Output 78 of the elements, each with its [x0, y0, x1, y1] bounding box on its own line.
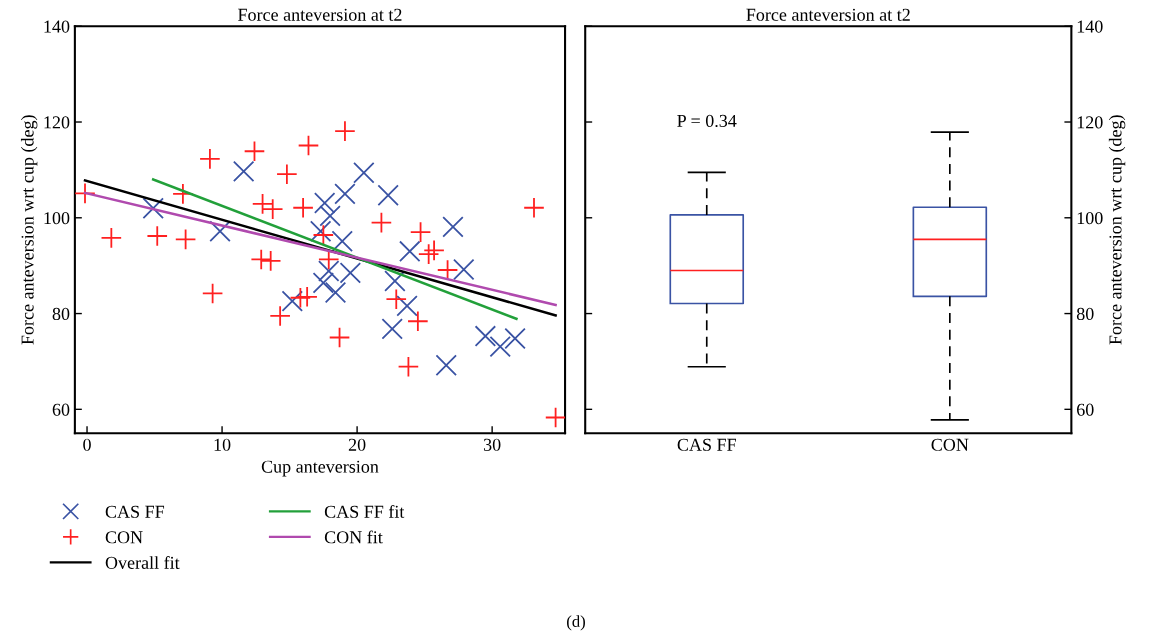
text: (d): [567, 615, 585, 631]
y-tick-label: 140: [1077, 20, 1103, 33]
y-axis-title: Force anteversion wrt cup (deg): [20, 115, 38, 345]
point: [474, 325, 497, 347]
point: [319, 205, 341, 227]
chart-title: Force anteversion at t2: [238, 8, 402, 21]
x-tick-label: CON: [931, 438, 969, 451]
point: [353, 162, 375, 184]
x-tick-label: 10: [214, 438, 231, 451]
point: [269, 305, 291, 327]
y-tick-label: 80: [52, 307, 70, 320]
point: [407, 310, 429, 332]
point: [396, 295, 418, 317]
point: [381, 318, 403, 340]
point: [334, 120, 356, 142]
x-tick-label: 20: [348, 438, 366, 451]
point: [261, 198, 284, 220]
point: [74, 182, 96, 205]
point: [397, 355, 420, 378]
point: [436, 259, 459, 281]
point: [250, 248, 272, 271]
point: [523, 197, 545, 219]
point: [442, 216, 464, 238]
point: [453, 258, 475, 281]
x-tick-label: CAS FF: [677, 438, 736, 451]
point: [334, 183, 356, 205]
y-axis-title: Force anteversion wrt cup (deg): [1108, 115, 1126, 345]
point: [281, 290, 304, 312]
point: [423, 239, 445, 262]
point: [417, 243, 440, 265]
point: [504, 327, 526, 350]
point: [377, 184, 399, 207]
point: [199, 148, 221, 170]
y-tick-label: 120: [44, 116, 70, 129]
y-tick-label: 140: [44, 20, 70, 33]
y-tick-label: 60: [1077, 403, 1094, 416]
x-tick-label: 0: [83, 438, 91, 451]
point: [251, 193, 274, 215]
point: [142, 197, 164, 219]
point: [385, 288, 407, 310]
point: [292, 197, 314, 219]
y-tick-label: 120: [1077, 116, 1103, 129]
y-tick-label: 60: [52, 403, 70, 416]
point: [331, 230, 353, 252]
point: [297, 134, 320, 157]
point: [259, 250, 282, 272]
point: [201, 282, 224, 305]
point: [174, 228, 197, 251]
point: [489, 335, 511, 358]
legend-label: CON fit: [324, 530, 383, 544]
point: [370, 211, 393, 234]
point: [100, 227, 123, 249]
point: [544, 406, 566, 429]
x-tick-label: 30: [483, 438, 501, 451]
point: [435, 354, 457, 377]
point: [232, 160, 255, 183]
point: [289, 287, 312, 309]
x-axis-title: Cup anteversion: [261, 460, 379, 477]
legend-label: CAS FF fit: [324, 504, 405, 518]
point: [324, 281, 347, 304]
legend-label: Overall fit: [105, 555, 180, 569]
y-tick-label: 80: [1076, 307, 1094, 320]
point: [276, 163, 298, 185]
point: [313, 192, 336, 214]
point: [312, 272, 335, 294]
legend-label: CAS FF: [105, 505, 165, 518]
point: [328, 326, 351, 349]
y-tick-label: 100: [44, 212, 70, 225]
point: [146, 225, 168, 247]
point: [209, 220, 231, 242]
annotation: P = 0.34: [677, 114, 737, 128]
point: [399, 240, 421, 263]
point: [243, 140, 266, 162]
legend-label: CON: [105, 531, 143, 544]
point: [409, 221, 432, 243]
y-tick-label: 100: [1077, 212, 1103, 225]
point: [296, 286, 318, 308]
chart-title: Force anteversion at t2: [746, 8, 910, 21]
